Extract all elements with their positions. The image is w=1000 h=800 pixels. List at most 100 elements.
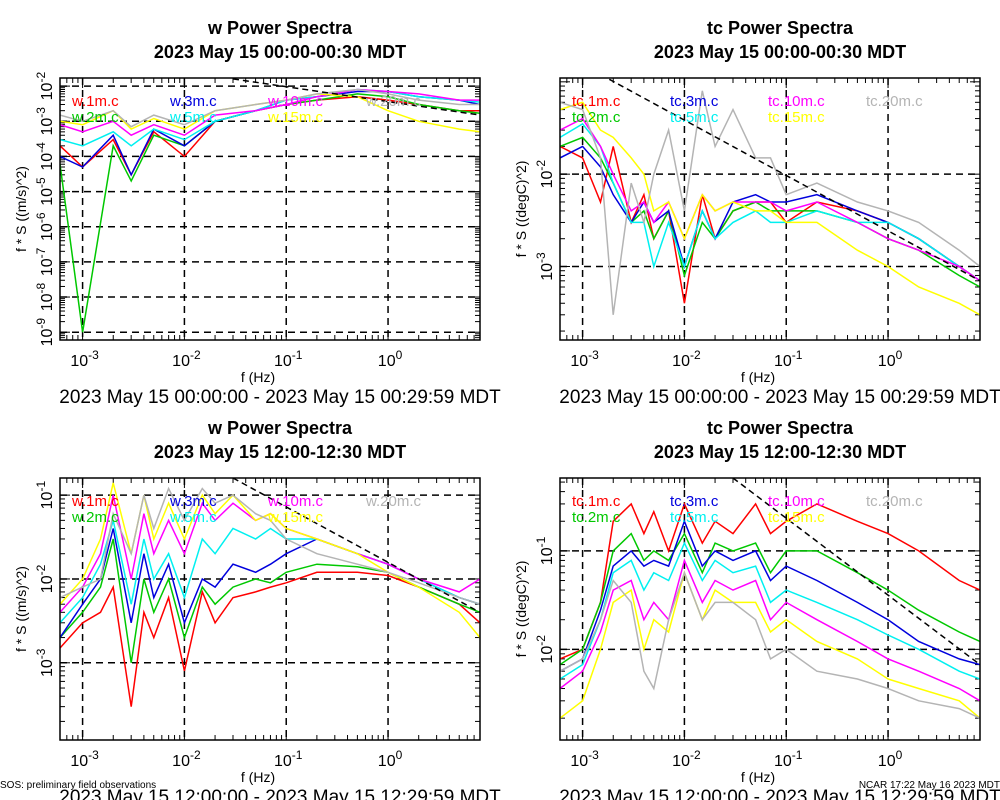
x-tick-label: 10-2 [672,748,701,770]
legend-item: w.1m.c [71,493,119,510]
x-tick-label: 10-2 [672,348,701,370]
x-axis-label: f (Hz) [241,769,275,785]
series-line-w-1m-c [60,571,480,707]
x-tick-label: 10-1 [774,748,803,770]
y-axis-label: f * S ((degC)^2) [513,561,529,658]
x-tick-label: 100 [878,348,903,370]
legend-item: tc.10m.c [768,493,825,510]
y-tick-label: 10-5 [34,177,56,206]
x-tick-label: 10-3 [570,748,599,770]
plot-frame [59,77,481,341]
series-line-tc-5m-c [560,541,980,680]
y-tick-label: 10-2 [534,160,556,189]
time-range-label: 2023 May 15 12:00:00 - 2023 May 15 12:29… [559,787,1000,800]
legend-item: tc.15m.c [768,509,825,526]
time-range-label: 2023 May 15 12:00:00 - 2023 May 15 12:29… [59,787,501,800]
legend-item: w.15m.c [267,509,324,526]
series-line-tc-1m-c [560,501,980,660]
x-tick-label: 10-3 [70,748,99,770]
y-axis-label: f * S ((m/s)^2) [13,166,29,252]
x-axis-label: f (Hz) [741,369,775,385]
series-line-w-10m-c [60,494,480,613]
legend-item: w.10m.c [267,493,324,510]
x-tick-label: 100 [378,348,403,370]
x-tick-label: 10-2 [172,348,201,370]
y-tick-label: 10-3 [534,252,556,281]
y-axis-label: f * S ((m/s)^2) [13,566,29,652]
series-group [60,478,480,707]
series-line-tc-2m-c [560,531,980,666]
footer-left: SOS: preliminary field observations [0,780,156,791]
legend-item: tc.1m.c [572,493,621,510]
x-tick-label: 10-2 [172,748,201,770]
series-line-tc-20m-c [560,570,980,719]
y-tick-label: 10-6 [34,212,56,241]
series-line-w-20m-c [60,88,480,128]
chart-title: tc Power Spectra [707,18,854,38]
series-line-w-20m-c [60,486,480,605]
x-tick-label: 100 [378,748,403,770]
plot-frame [559,477,981,741]
series-line-w-2m-c [60,538,480,663]
reference-slope-line [605,78,980,282]
plot-frame [59,477,481,741]
legend-item: tc.2m.c [572,509,621,526]
series-line-tc-10m-c [560,117,980,282]
x-tick-label: 10-3 [70,348,99,370]
legend-item: w.20m.c [365,93,422,110]
y-axis-label: f * S ((degC)^2) [513,161,529,258]
chart-subtitle: 2023 May 15 12:00-12:30 MDT [654,442,906,462]
y-tick-label: 10-2 [34,72,56,101]
panel-2: tc Power Spectra 2023 May 15 00:00-00:30 … [513,18,1000,408]
series-group [60,78,480,333]
legend-item: tc.5m.c [670,109,719,126]
x-axis-label: f (Hz) [741,769,775,785]
legend-item: tc.20m.c [866,493,923,510]
y-tick-label: 10-4 [34,142,56,171]
series-line-tc-15m-c [560,570,980,719]
legend-item: w.10m.c [267,93,324,110]
legend-item: w.3m.c [169,493,217,510]
x-tick-label: 10-3 [570,348,599,370]
panel-3: w Power Spectra 2023 May 15 12:00-12:30 M… [13,418,501,800]
series-line-tc-5m-c [560,122,980,282]
legend-item: w.2m.c [71,109,119,126]
legend-item: tc.3m.c [670,493,719,510]
time-range-label: 2023 May 15 00:00:00 - 2023 May 15 00:29… [59,387,501,408]
legend-item: tc.3m.c [670,93,719,110]
y-tick-label: 10-2 [34,564,56,593]
footer-right: NCAR 17:22 May 16 2023 MDT [859,780,1000,791]
legend-item: w.3m.c [169,93,217,110]
y-tick-label: 10-7 [34,247,56,276]
y-tick-label: 10-1 [534,536,556,565]
y-tick-label: 10-1 [34,481,56,510]
panel-1: w Power Spectra 2023 May 15 00:00-00:30 M… [13,18,501,408]
legend-item: tc.5m.c [670,509,719,526]
y-tick-label: 10-8 [34,282,56,311]
legend-item: tc.15m.c [768,109,825,126]
y-tick-label: 10-9 [34,318,56,347]
legend-item: w.1m.c [71,93,119,110]
chart-title: tc Power Spectra [707,418,854,438]
y-tick-label: 10-2 [534,635,556,664]
plot-frame [559,77,981,341]
legend-item: w.20m.c [365,493,422,510]
series-line-tc-20m-c [560,90,980,315]
series-group [560,478,980,719]
x-tick-label: 100 [878,748,903,770]
chart-title: w Power Spectra [207,418,353,438]
legend-item: tc.1m.c [572,93,621,110]
y-tick-label: 10-3 [34,107,56,136]
series-group [560,78,980,316]
reference-slope-line [732,478,980,666]
series-line-w-10m-c [60,88,480,137]
chart-title: w Power Spectra [207,18,353,38]
legend-item: tc.10m.c [768,93,825,110]
series-line-tc-1m-c [560,145,980,304]
y-tick-label: 10-3 [34,648,56,677]
reference-slope-line [232,478,480,613]
legend-item: w.15m.c [267,109,324,126]
x-tick-label: 10-1 [774,348,803,370]
legend-item: tc.2m.c [572,109,621,126]
